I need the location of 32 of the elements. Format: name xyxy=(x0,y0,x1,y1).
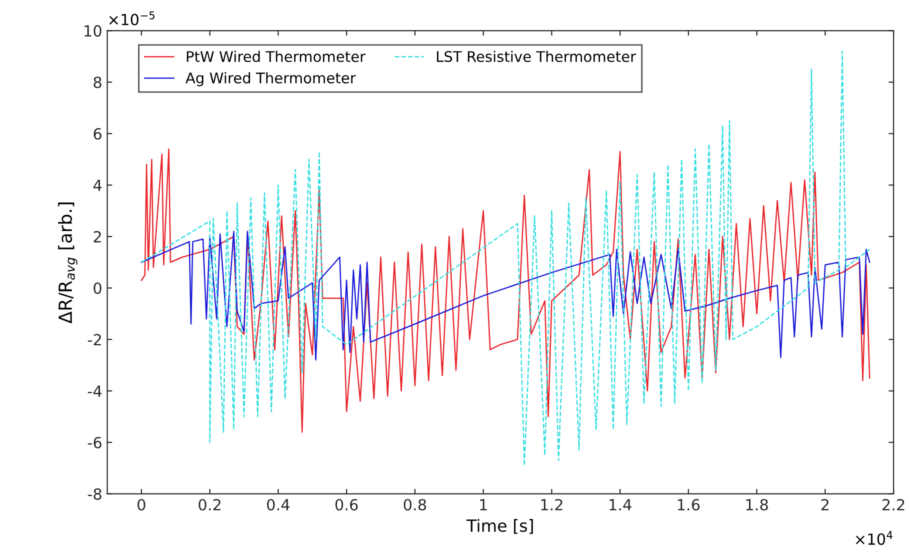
y-tick-label: 2 xyxy=(94,230,101,242)
y-tick-label: 0 xyxy=(94,282,102,294)
x-tick-label: 1.2 xyxy=(541,498,562,510)
legend-label: LST Resistive Thermometer xyxy=(436,50,636,62)
y-tick-label: -8 xyxy=(88,488,102,500)
y-axis-title: ΔR/R$_{avg}$ [arb.] xyxy=(58,202,78,324)
legend-label: Ag Wired Thermometer xyxy=(186,72,356,86)
line-series xyxy=(140,148,870,433)
x-tick-label: 0.8 xyxy=(404,498,426,511)
y-tick-label: 10 xyxy=(84,25,102,37)
y-tick-label: -2 xyxy=(88,334,101,346)
y-tick-label: 6 xyxy=(94,128,102,140)
x-tick-label: 0 xyxy=(138,498,146,511)
x-tick-label: 0.4 xyxy=(267,498,290,511)
x-tick-label: 2 xyxy=(821,498,829,510)
y-tick-label: -6 xyxy=(88,436,102,448)
line-series xyxy=(140,230,870,361)
y-tick-label: -4 xyxy=(88,386,102,397)
x-tick-label: 0.2 xyxy=(198,498,220,511)
x-tick-label: 1.6 xyxy=(678,498,700,511)
y-tick-label: 4 xyxy=(93,180,102,191)
x-tick-label: 2.2 xyxy=(882,498,904,510)
x-axis-title: Time [s] xyxy=(466,519,533,534)
line-series xyxy=(140,50,870,466)
x-tick-label: 0.6 xyxy=(335,498,358,511)
y-tick-label: 8 xyxy=(94,76,102,88)
x-tick-label: 1 xyxy=(480,499,487,510)
text: ×10$^{−5}$ xyxy=(109,11,154,26)
legend-label: PtW Wired Thermometer xyxy=(186,50,366,62)
text: ×10$^{4}$ xyxy=(856,531,892,545)
x-tick-label: 1.4 xyxy=(610,499,632,510)
x-tick-label: 1.8 xyxy=(746,498,768,511)
